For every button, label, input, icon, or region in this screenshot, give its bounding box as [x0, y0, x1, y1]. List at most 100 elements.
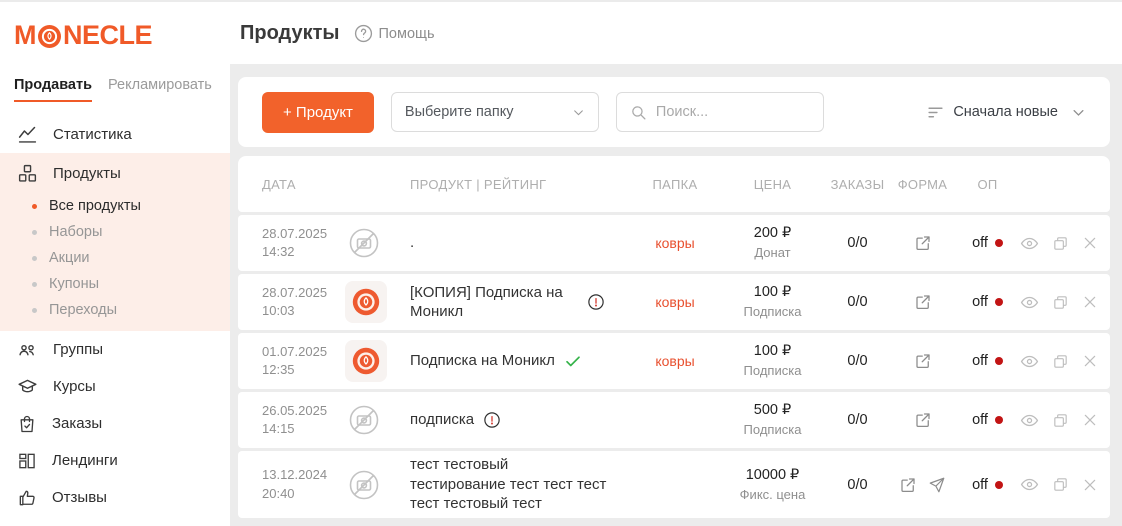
sidebar: M NECLE Продавать Рекламировать Статисти…: [0, 2, 230, 526]
folder-select[interactable]: Выберите папку: [390, 92, 599, 132]
sidebar-item-groups[interactable]: Группы: [0, 331, 230, 368]
add-product-button[interactable]: + Продукт: [262, 91, 374, 133]
folder-link[interactable]: ковры: [655, 294, 695, 310]
folder-link[interactable]: ковры: [655, 235, 695, 251]
folder-link[interactable]: ковры: [655, 353, 695, 369]
tab-advertise[interactable]: Рекламировать: [108, 77, 212, 93]
cell-date: 01.07.2025 12:35: [262, 343, 328, 377]
cell-op-toggle[interactable]: off: [955, 235, 1020, 251]
external-link-icon[interactable]: [914, 234, 932, 252]
help-link[interactable]: Помощь: [354, 24, 435, 43]
cell-product-name: .: [410, 233, 630, 253]
status-dot: [994, 416, 1003, 424]
logo-text-left: M: [14, 20, 37, 50]
send-icon[interactable]: [928, 476, 946, 494]
delete-x-icon[interactable]: [1082, 412, 1098, 428]
external-link-icon[interactable]: [899, 476, 917, 494]
cell-date: 28.07.2025 10:03: [262, 284, 328, 318]
cell-form: [890, 293, 955, 311]
bullet-icon: [32, 307, 37, 313]
cell-folder: ковры: [630, 353, 720, 369]
warning-icon: [588, 294, 604, 310]
copy-icon[interactable]: [1052, 353, 1069, 370]
col-header-price: ЦЕНА: [753, 176, 792, 192]
search-input[interactable]: [655, 104, 806, 120]
row-actions: [1020, 234, 1114, 253]
logo-text-right: NECLE: [63, 20, 153, 50]
monecle-logo-icon: [352, 347, 380, 375]
cell-op-toggle[interactable]: off: [955, 477, 1020, 493]
search-icon: [632, 105, 646, 120]
table-row: 01.07.2025 12:35 Подписка на Моникл ковры…: [238, 333, 1110, 389]
cell-op-toggle[interactable]: off: [955, 353, 1020, 369]
chart-icon: [18, 126, 37, 143]
orders-icon: [20, 415, 34, 432]
sort-dropdown[interactable]: Сначала новые: [927, 104, 1086, 120]
chevron-down-icon: [1073, 109, 1084, 116]
copy-icon[interactable]: [1052, 235, 1069, 252]
product-name-link[interactable]: Подписка на Моникл: [410, 352, 555, 370]
cell-folder: ковры: [630, 235, 720, 251]
warning-icon: [484, 412, 500, 428]
product-thumbnail: [345, 224, 410, 262]
product-name-link[interactable]: .: [410, 234, 415, 252]
view-eye-icon[interactable]: [1020, 352, 1039, 371]
delete-x-icon[interactable]: [1082, 477, 1098, 493]
copy-icon[interactable]: [1052, 476, 1069, 493]
view-eye-icon[interactable]: [1020, 411, 1039, 430]
sidebar-subitem-transitions[interactable]: Переходы: [0, 297, 230, 323]
sidebar-item-orders[interactable]: Заказы: [0, 405, 230, 442]
sidebar-subitem-coupons[interactable]: Купоны: [0, 271, 230, 297]
external-link-icon[interactable]: [914, 293, 932, 311]
status-dot: [994, 480, 1003, 489]
sidebar-item-label: Отзывы: [52, 489, 107, 506]
no-photo-icon: [349, 405, 379, 435]
cell-op-toggle[interactable]: off: [955, 294, 1020, 310]
product-thumbnail: [345, 466, 410, 504]
tab-sell[interactable]: Продавать: [14, 77, 93, 102]
cell-orders: 0/0: [847, 412, 868, 428]
view-eye-icon[interactable]: [1020, 234, 1039, 253]
sidebar-subitem-all-products[interactable]: Все продукты: [0, 193, 230, 219]
cell-product-name: Подписка на Моникл: [410, 351, 630, 371]
cell-date: 26.05.2025 14:15: [262, 402, 328, 436]
sidebar-item-landings[interactable]: Лендинги: [0, 442, 230, 479]
external-link-icon[interactable]: [914, 352, 932, 370]
delete-x-icon[interactable]: [1082, 235, 1098, 251]
monecle-logo[interactable]: M NECLE: [0, 2, 230, 51]
main-content: + Продукт Выберите папку Сначала новые Д…: [230, 64, 1122, 526]
product-name-link[interactable]: тест тестовый тестирование тест тест тес…: [410, 456, 607, 513]
bullet-icon: [32, 229, 37, 235]
sidebar-item-label: Статистика: [53, 126, 132, 143]
sidebar-item-label: Продукты: [53, 164, 121, 182]
col-header-orders: ЗАКАЗЫ: [830, 176, 885, 192]
sidebar-item-reviews[interactable]: Отзывы: [0, 479, 230, 516]
cell-price: 500 ₽ Подписка: [743, 402, 802, 438]
view-eye-icon[interactable]: [1020, 475, 1039, 494]
sidebar-item-statistics[interactable]: Статистика: [0, 116, 230, 153]
product-name-link[interactable]: [КОПИЯ] Подписка на Моникл: [410, 283, 563, 321]
row-actions: [1020, 475, 1114, 494]
sidebar-item-label: Лендинги: [52, 452, 118, 469]
copy-icon[interactable]: [1052, 412, 1069, 429]
cell-product-name: тест тестовый тестирование тест тест тес…: [410, 455, 630, 514]
sidebar-item-label: Заказы: [52, 415, 103, 432]
cell-orders: 0/0: [847, 353, 868, 369]
sidebar-subitem-sets[interactable]: Наборы: [0, 219, 230, 245]
col-header-op: ОП: [977, 176, 998, 192]
delete-x-icon[interactable]: [1082, 353, 1098, 369]
sidebar-item-products[interactable]: Продукты: [0, 153, 230, 193]
sidebar-subitem-promos[interactable]: Акции: [0, 245, 230, 271]
sidebar-item-courses[interactable]: Курсы: [0, 368, 230, 405]
view-eye-icon[interactable]: [1020, 293, 1039, 312]
cell-orders: 0/0: [847, 235, 868, 251]
no-photo-icon: [349, 228, 379, 258]
external-link-icon[interactable]: [914, 411, 932, 429]
courses-icon: [18, 379, 37, 393]
col-header-product: ПРОДУКТ | РЕЙТИНГ: [410, 176, 547, 192]
cell-op-toggle[interactable]: off: [955, 412, 1020, 428]
product-name-link[interactable]: подписка: [410, 411, 475, 429]
copy-icon[interactable]: [1052, 294, 1069, 311]
delete-x-icon[interactable]: [1082, 294, 1098, 310]
cell-price: 10000 ₽ Фикс. цена: [739, 466, 806, 502]
